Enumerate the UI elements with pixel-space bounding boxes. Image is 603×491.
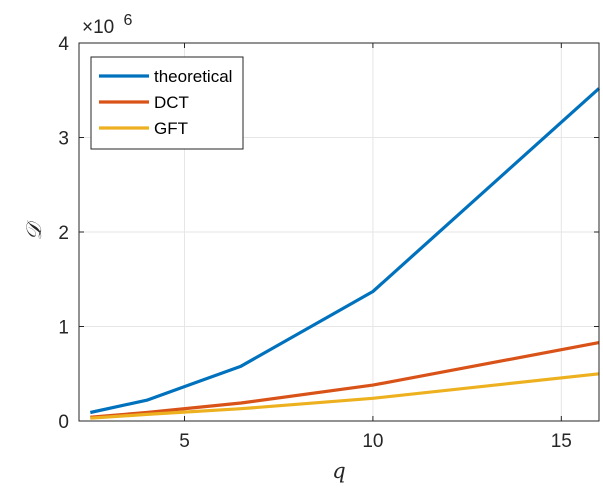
y-exponent-base: ×10: [82, 17, 114, 38]
y-tick-label: 0: [58, 412, 69, 433]
x-tick-label: 10: [362, 431, 383, 452]
x-tick-label: 15: [551, 431, 572, 452]
y-tick-label: 4: [58, 34, 69, 55]
series-lines: [89, 87, 601, 420]
legend-box: [90, 56, 244, 150]
series-line-dct: [90, 341, 600, 419]
legend-label-dct: DCT: [154, 93, 189, 112]
y-exponent-label: ×10 6: [82, 12, 133, 38]
legend: theoretical DCT GFT: [90, 56, 244, 150]
x-tick-label: 5: [179, 431, 190, 452]
y-tick-label: 3: [58, 129, 69, 150]
y-tick-label: 2: [58, 223, 69, 244]
legend-label-theoretical: theoretical: [154, 67, 232, 86]
series-line-theoretical: [89, 87, 601, 415]
y-axis-label: 𝒟: [22, 219, 46, 240]
y-tick-label: 1: [58, 318, 69, 339]
y-exponent-power: 6: [124, 12, 133, 29]
ticks: 5 10 15 0 1 2 3 4: [58, 34, 599, 452]
x-axis-label: q: [332, 459, 345, 483]
series-line-gft: [90, 372, 600, 420]
legend-label-gft: GFT: [154, 119, 188, 138]
